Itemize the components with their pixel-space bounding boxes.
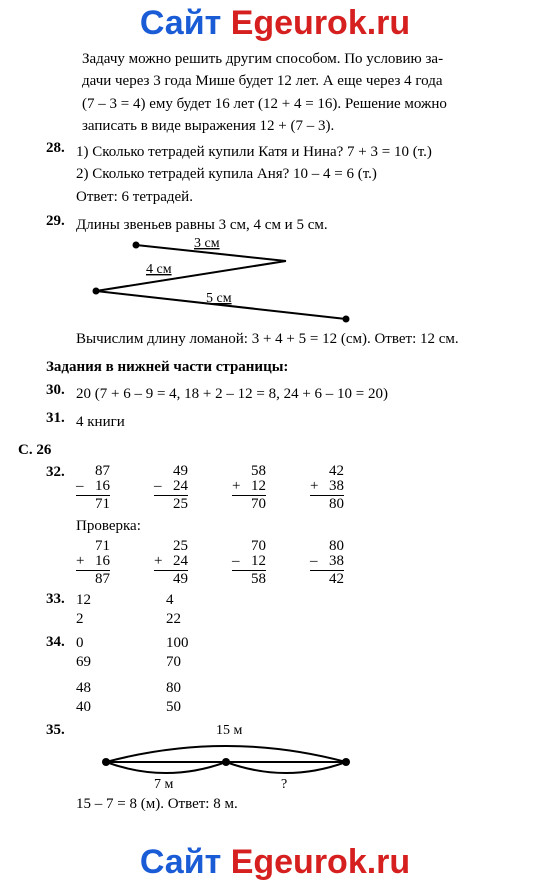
intro-line: записать в виде выражения 12 + (7 – 3). bbox=[82, 116, 526, 136]
val: 69 bbox=[76, 654, 91, 670]
page-content: Задачу можно решить другим способом. По … bbox=[0, 49, 550, 816]
val: 40 bbox=[76, 699, 91, 715]
seg-label-5: 5 см bbox=[206, 291, 232, 306]
watermark-part1: Сайт bbox=[140, 843, 231, 881]
problem-line: 15 – 7 = 8 (м). Ответ: 8 м. bbox=[76, 794, 526, 814]
polyline-diagram: 3 см 4 см 5 см bbox=[76, 237, 376, 327]
problem-31: 31. 4 книги bbox=[46, 410, 526, 434]
val: 48 bbox=[76, 680, 91, 696]
problem-number: 28. bbox=[46, 140, 76, 209]
val: 70 bbox=[166, 654, 181, 670]
problem-line: 1) Сколько тетрадей купили Катя и Нина? … bbox=[76, 142, 526, 162]
problem-line: Вычислим длину ломаной: 3 + 4 + 5 = 12 (… bbox=[76, 329, 526, 349]
problem-29: 29. Длины звеньев равны 3 см, 4 см и 5 с… bbox=[46, 213, 526, 352]
val: 2 bbox=[76, 611, 84, 627]
arith-column: 25+24 49 bbox=[154, 539, 188, 587]
intro-line: (7 – 3 = 4) ему будет 16 лет (12 + 4 = 1… bbox=[82, 94, 526, 114]
val: 0 bbox=[76, 635, 84, 651]
arith-column: 58+12 70 bbox=[232, 464, 266, 512]
problem-line: 4 книги bbox=[76, 412, 526, 432]
problem-line: Длины звеньев равны 3 см, 4 см и 5 см. bbox=[76, 215, 526, 235]
problem-line: 2) Сколько тетрадей купила Аня? 10 – 4 =… bbox=[76, 164, 526, 184]
label-right: ? bbox=[281, 777, 287, 792]
problem-number: 29. bbox=[46, 213, 76, 352]
problem-33: 33. 12 4 2 22 bbox=[46, 591, 526, 630]
val: 50 bbox=[166, 699, 181, 715]
intro-line: Задачу можно решить другим способом. По … bbox=[82, 49, 526, 69]
watermark-part2: Egeurok.ru bbox=[231, 4, 410, 42]
problem-number: 31. bbox=[46, 410, 76, 434]
seg-label-4: 4 см bbox=[146, 262, 172, 277]
seg-label-3: 3 см bbox=[194, 237, 220, 251]
page-header: С. 26 bbox=[18, 440, 526, 460]
problem-line: 20 (7 + 6 – 9 = 4, 18 + 2 – 12 = 8, 24 +… bbox=[76, 384, 526, 404]
problem-number: 30. bbox=[46, 382, 76, 406]
problem-30: 30. 20 (7 + 6 – 9 = 4, 18 + 2 – 12 = 8, … bbox=[46, 382, 526, 406]
watermark-bottom: Сайт Egeurok.ru bbox=[0, 843, 550, 882]
val: 80 bbox=[166, 680, 181, 696]
arith-row: 71+16 87 25+24 49 70–12 58 80–38 42 bbox=[76, 539, 526, 587]
section-header: Задания в нижней части страницы: bbox=[46, 357, 526, 377]
watermark-part2: Egeurok.ru bbox=[231, 843, 410, 881]
arith-column: 80–38 42 bbox=[310, 539, 344, 587]
intro-line: дачи через 3 года Мише будет 12 лет. А е… bbox=[82, 71, 526, 91]
problem-number: 34. bbox=[46, 634, 76, 718]
check-label: Проверка: bbox=[76, 516, 526, 536]
arith-column: 71+16 87 bbox=[76, 539, 110, 587]
val: 12 bbox=[76, 592, 91, 608]
interval-diagram: 15 м 7 м ? bbox=[76, 722, 376, 792]
val: 22 bbox=[166, 611, 181, 627]
problem-32: 32. 87–16 71 49–24 25 58+12 70 42+38 80 … bbox=[46, 464, 526, 586]
label-top: 15 м bbox=[216, 723, 243, 738]
arith-column: 87–16 71 bbox=[76, 464, 110, 512]
problem-34: 34. 0 100 69 70 48 80 40 50 bbox=[46, 634, 526, 718]
problem-28: 28. 1) Сколько тетрадей купили Катя и Ни… bbox=[46, 140, 526, 209]
watermark-top: Сайт Egeurok.ru bbox=[0, 4, 550, 43]
arith-column: 42+38 80 bbox=[310, 464, 344, 512]
arith-column: 49–24 25 bbox=[154, 464, 188, 512]
arith-row: 87–16 71 49–24 25 58+12 70 42+38 80 bbox=[76, 464, 526, 512]
problem-number: 35. bbox=[46, 722, 76, 816]
problem-number: 33. bbox=[46, 591, 76, 630]
intro-paragraph: Задачу можно решить другим способом. По … bbox=[46, 49, 526, 136]
problem-number: 32. bbox=[46, 464, 76, 586]
watermark-part1: Сайт bbox=[140, 4, 231, 42]
label-left: 7 м bbox=[154, 777, 174, 792]
val: 100 bbox=[166, 635, 189, 651]
problem-35: 35. 15 м 7 м ? 15 – 7 = 8 (м). Ответ: 8 … bbox=[46, 722, 526, 816]
arith-column: 70–12 58 bbox=[232, 539, 266, 587]
val: 4 bbox=[166, 592, 174, 608]
problem-line: Ответ: 6 тетрадей. bbox=[76, 187, 526, 207]
